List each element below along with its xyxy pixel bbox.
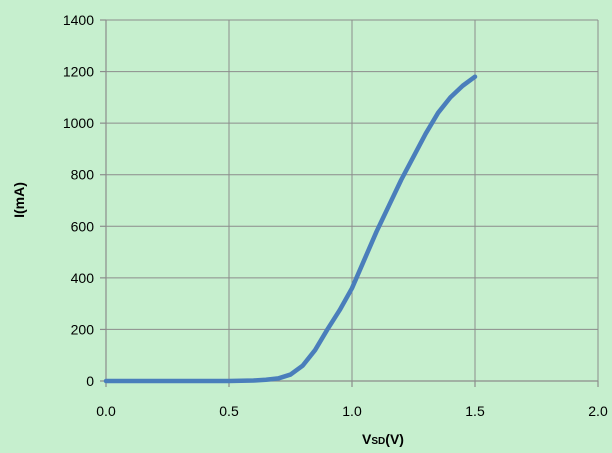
x-tick-label: 0.5: [219, 403, 239, 419]
y-axis-label: I(mA): [11, 182, 27, 218]
tick-labels: 0 200 400 600 800 1000 1200 1400 0.0 0.5 1.0 1.5 2.0: [63, 12, 608, 419]
y-tick-label: 800: [71, 167, 95, 183]
y-tick-label: 1000: [63, 115, 94, 131]
y-tick-label: 600: [71, 218, 95, 234]
y-tick-label: 400: [71, 270, 95, 286]
x-tick-label: 1.5: [465, 403, 485, 419]
y-tick-label: 0: [86, 373, 94, 389]
y-tick-label: 1200: [63, 64, 94, 80]
x-axis-label: VSD(V): [362, 431, 404, 447]
y-tick-label: 200: [71, 321, 95, 337]
y-tick-label: 1400: [63, 12, 94, 28]
x-tick-label: 0.0: [96, 403, 116, 419]
series-layer: [103, 74, 478, 384]
series-line-0: [103, 74, 478, 384]
x-tick-label: 1.0: [342, 403, 362, 419]
x-tick-label: 2.0: [588, 403, 608, 419]
